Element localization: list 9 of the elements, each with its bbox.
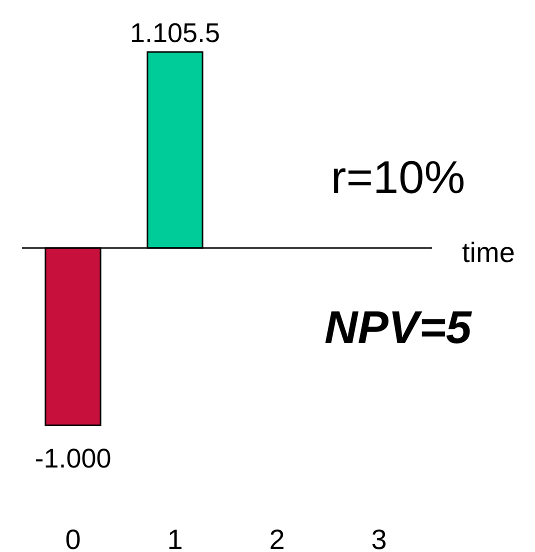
x-tick-label: 0 — [65, 524, 81, 552]
x-axis-title: time — [462, 237, 515, 268]
data-label: -1.000 — [34, 443, 112, 474]
annotation: NPV=5 — [324, 301, 473, 353]
annotation: r=10% — [330, 151, 466, 203]
x-tick-label: 1 — [167, 524, 183, 552]
data-label: 1.105.5 — [130, 18, 220, 48]
x-tick-label: 3 — [371, 524, 387, 552]
x-tick-label: 2 — [269, 524, 285, 552]
